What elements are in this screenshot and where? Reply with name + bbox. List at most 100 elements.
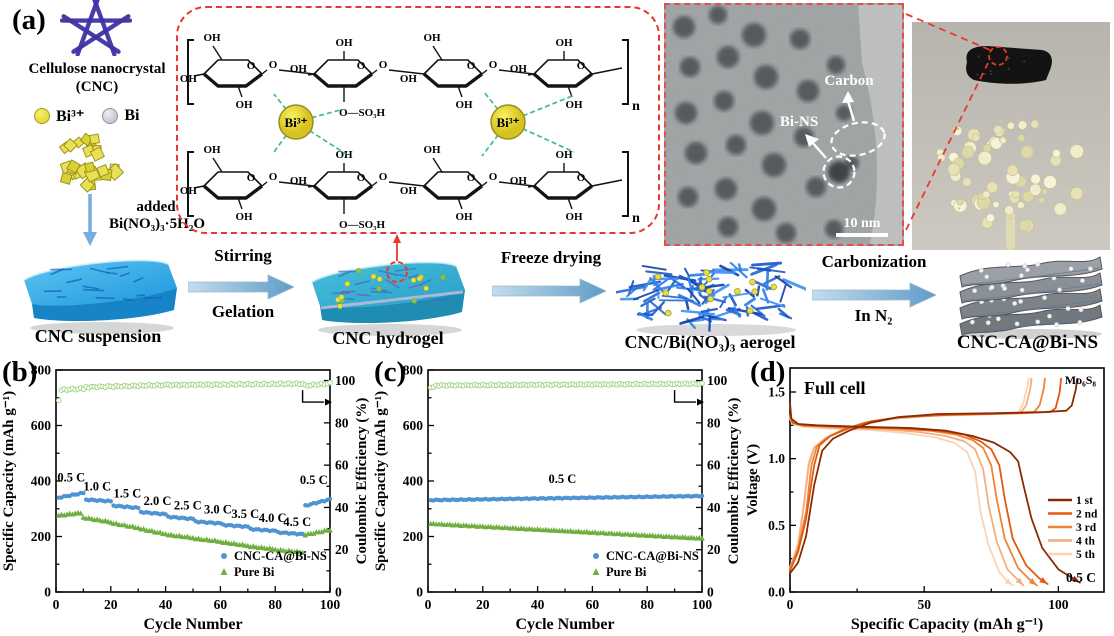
cnc-aerogel-illustration	[616, 244, 806, 336]
svg-text:10 nm: 10 nm	[844, 216, 881, 231]
svg-text:OH: OH	[203, 32, 221, 44]
cellulose-structure-callout-box: n O O OH OH OH O O OH OH O—SO₃H O O OH OH OH O OH OH OH n O O O…	[176, 6, 660, 234]
chart-c-cycling-stability: 0 20 40 60 80 100 0 200 400 600 800 0 20 40 60 80 100 Cyc…	[372, 356, 744, 636]
svg-text:O: O	[247, 172, 256, 184]
svg-text:O: O	[357, 60, 366, 72]
svg-text:60: 60	[707, 458, 721, 473]
svg-text:Bi³⁺: Bi³⁺	[496, 115, 519, 130]
svg-text:O: O	[577, 172, 586, 184]
svg-text:OH: OH	[203, 144, 221, 156]
svg-text:O: O	[379, 171, 388, 183]
flow-step-label: CNC-CA@Bi-NS	[956, 332, 1099, 353]
svg-text:OH: OH	[290, 63, 308, 75]
svg-text:0: 0	[425, 597, 432, 612]
svg-text:5 th: 5 th	[1076, 549, 1095, 561]
svg-text:Coulombic Efficiency (%): Coulombic Efficiency (%)	[726, 398, 742, 565]
svg-text:Voltage (V): Voltage (V)	[745, 444, 761, 516]
svg-text:200: 200	[403, 529, 424, 544]
svg-text:OH: OH	[423, 32, 441, 44]
svg-text:Bi-NS: Bi-NS	[780, 114, 818, 130]
svg-text:0: 0	[335, 585, 342, 600]
panel-a-label: (a)	[12, 4, 46, 36]
svg-text:50: 50	[917, 597, 931, 612]
svg-text:1.0 C: 1.0 C	[83, 479, 111, 493]
bi-salt-cubes-icon	[48, 130, 132, 196]
svg-text:OH: OH	[510, 63, 528, 75]
svg-text:1.5 C: 1.5 C	[114, 486, 142, 500]
svg-text:O: O	[467, 60, 476, 72]
svg-text:0: 0	[707, 585, 714, 600]
svg-text:OH: OH	[565, 99, 583, 111]
cnc-hydrogel-illustration	[300, 246, 475, 338]
flow-step-label: CNC/Bi(NO₃)₃ aerogel	[624, 332, 796, 352]
svg-text:O: O	[379, 59, 388, 71]
svg-text:Cycle Number: Cycle Number	[515, 616, 614, 633]
arrow3-top-label: Carbonization	[821, 252, 927, 271]
svg-text:40: 40	[707, 500, 721, 515]
svg-text:OH: OH	[455, 99, 473, 111]
svg-text:OH: OH	[180, 185, 198, 197]
svg-text:400: 400	[31, 474, 52, 489]
svg-text:0.5 C: 0.5 C	[57, 471, 85, 485]
red-callout-connectors	[386, 13, 1008, 283]
svg-text:20: 20	[707, 542, 721, 557]
svg-text:OH: OH	[400, 73, 418, 85]
svg-text:Mo₆S₈: Mo₆S₈	[1065, 373, 1097, 387]
svg-text:80: 80	[268, 597, 282, 612]
svg-text:0: 0	[44, 585, 51, 600]
svg-text:100: 100	[707, 373, 728, 388]
svg-text:60: 60	[214, 597, 228, 612]
svg-text:0.5: 0.5	[768, 518, 785, 533]
svg-text:Specific Capacity (mAh g⁻¹): Specific Capacity (mAh g⁻¹)	[851, 616, 1043, 633]
svg-text:200: 200	[31, 529, 52, 544]
svg-text:40: 40	[159, 597, 173, 612]
svg-text:1 st: 1 st	[1076, 495, 1093, 507]
svg-text:O—SO₃H: O—SO₃H	[339, 107, 386, 119]
tem-image: Carbon Bi-NS 10 nm	[664, 3, 904, 246]
added-down-arrow-icon	[80, 194, 100, 248]
svg-text:100: 100	[692, 597, 713, 612]
chart-b-rate-capability: 0 20 40 60 80 100 0 200 400 600 800 0 20 40 60 80 100 Cyc…	[0, 356, 372, 636]
svg-text:100: 100	[335, 373, 356, 388]
svg-text:Coulombic Efficiency (%): Coulombic Efficiency (%)	[354, 398, 370, 565]
svg-text:OH: OH	[235, 211, 253, 223]
panel-d-label: (d)	[750, 356, 786, 388]
cnc-caption-line1: Cellulose nanocrystal	[28, 61, 166, 77]
svg-text:OH: OH	[335, 37, 353, 49]
svg-text:Bi³⁺: Bi³⁺	[284, 115, 307, 130]
svg-text:0.5 C: 0.5 C	[549, 472, 577, 486]
svg-text:4.5 C: 4.5 C	[283, 515, 311, 529]
svg-text:O: O	[269, 171, 278, 183]
svg-text:O: O	[577, 60, 586, 72]
svg-text:n: n	[632, 99, 640, 114]
process-arrow-icon	[812, 280, 936, 310]
svg-text:20: 20	[335, 542, 349, 557]
svg-text:Specific Capacity (mAh g⁻¹): Specific Capacity (mAh g⁻¹)	[1, 391, 17, 571]
svg-text:CNC-CA@Bi-NS: CNC-CA@Bi-NS	[606, 549, 699, 563]
cnc-caption-line2: (CNC)	[75, 79, 119, 95]
svg-text:100: 100	[1048, 597, 1069, 612]
added-label-line1: added	[136, 199, 176, 215]
svg-text:2 nd: 2 nd	[1076, 509, 1098, 521]
svg-text:OH: OH	[455, 211, 473, 223]
svg-text:OH: OH	[510, 175, 528, 187]
svg-text:0.5 C: 0.5 C	[1066, 570, 1096, 585]
cellulose-bi-structure-diagram: n O O OH OH OH O O OH OH O—SO₃H O O OH OH OH O OH OH OH n O O O…	[178, 8, 658, 232]
svg-text:Specific Capacity (mAh g⁻¹): Specific Capacity (mAh g⁻¹)	[373, 391, 389, 571]
svg-text:O: O	[357, 172, 366, 184]
svg-text:OH: OH	[235, 99, 253, 111]
svg-text:60: 60	[335, 458, 349, 473]
arrow1-top-label: Stirring	[214, 246, 272, 265]
svg-text:OH: OH	[565, 211, 583, 223]
chart-d-full-cell-voltage-profiles: 0 50 100 0.0 0.5 1.0 1.5 Specific Capacity (mAh…	[744, 356, 1114, 636]
svg-text:OH: OH	[400, 185, 418, 197]
svg-text:800: 800	[31, 363, 52, 378]
arrow2-top-label: Freeze drying	[500, 248, 602, 267]
svg-text:2.0 C: 2.0 C	[144, 494, 172, 508]
svg-text:Full cell: Full cell	[804, 378, 866, 398]
svg-text:0.5 C: 0.5 C	[300, 473, 328, 487]
flow-step-label: CNC hydrogel	[332, 328, 444, 348]
bi-legend-label: Bi	[124, 107, 140, 124]
svg-text:Pure Bi: Pure Bi	[234, 565, 275, 579]
